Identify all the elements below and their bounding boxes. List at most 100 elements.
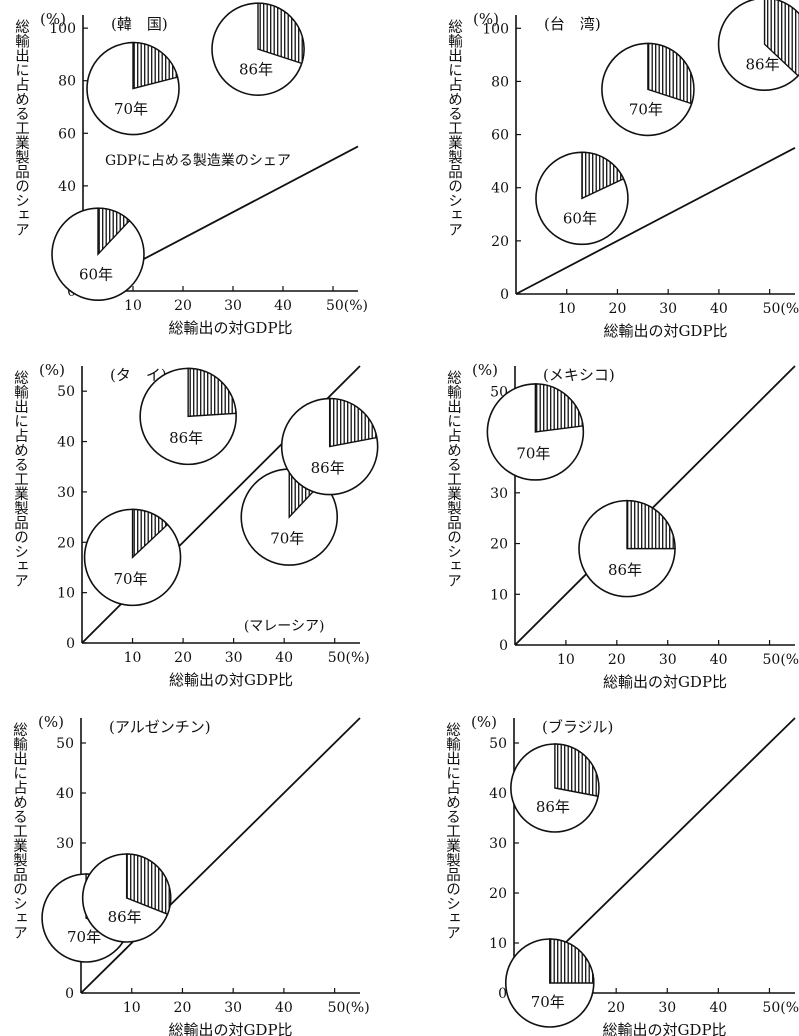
point-label: 70年 [629, 101, 663, 119]
x-tick-label: 40 [709, 1000, 727, 1016]
point-label: 70年 [270, 529, 304, 547]
x-tick-label: 40 [275, 1000, 293, 1016]
point-glyph: 60年 [535, 151, 629, 246]
y-tick-label: 40 [491, 181, 509, 197]
x-axis-label: 総輸出の対GDP比 [603, 322, 727, 340]
y-axis-label: 総輸出に占める工業製品のシェア [445, 370, 461, 588]
x-tick-label: 20 [609, 301, 627, 317]
x-axis-label: 総輸出の対GDP比 [168, 1021, 292, 1036]
annotation: (マレーシア) [244, 619, 325, 635]
chart-panel-3: 0 10 20 30 40 50 10 20 30 40 50(%) 総輸出の対GDP比 総輸出に占める… [12, 361, 379, 689]
mfg-share-wedge [626, 499, 676, 550]
x-unit-tick: 50(%) [763, 652, 799, 668]
x-axis-label: 総輸出の対GDP比 [602, 1021, 726, 1036]
y-tick-label: 40 [489, 786, 507, 802]
point-label: 86年 [536, 798, 570, 816]
point-glyph: 86年 [211, 2, 305, 96]
reference-line [515, 147, 796, 295]
y-tick-label: 30 [56, 836, 74, 852]
point-label: 86年 [108, 908, 142, 926]
point-glyph: 70年 [504, 938, 595, 1028]
y-tick-label: 50 [489, 736, 507, 752]
point-label: 86年 [311, 459, 345, 477]
point-label: 70年 [67, 928, 101, 946]
x-axis-label: 総輸出の対GDP比 [168, 319, 292, 337]
chart-title: (台 湾) [544, 15, 601, 33]
point-glyph: 70年 [86, 41, 180, 136]
x-tick-label: 20 [174, 650, 192, 666]
y-tick-label: 0 [498, 986, 507, 1002]
chart-title: (タ イ) [110, 366, 167, 384]
x-unit-tick: 50(%) [762, 1000, 799, 1016]
point-glyph: 70年 [486, 383, 585, 481]
y-axis-label: 総輸出に占める工業製品のシェア [13, 19, 29, 237]
y-tick-label: 30 [489, 836, 507, 852]
x-tick-label: 30 [224, 1000, 242, 1016]
point-glyph: 60年 [51, 207, 145, 301]
point-glyph: 70年 [83, 508, 182, 607]
y-tick-label: 40 [58, 179, 76, 195]
x-tick-label: 40 [710, 301, 728, 317]
chart-title: (メキシコ) [543, 366, 615, 384]
chart-panel-6: 010203040501020304050(%)総輸出の対GDP比総輸出に占める… [444, 713, 799, 1036]
point-label: 86年 [608, 561, 642, 579]
point-label: 70年 [531, 993, 565, 1011]
point-label: 86年 [746, 56, 780, 74]
x-tick-label: 30 [224, 298, 242, 314]
reference-line [514, 365, 796, 646]
mfg-share-wedge [763, 0, 799, 77]
y-tick-label: 80 [491, 74, 509, 90]
y-unit-label: (%) [473, 10, 499, 28]
y-unit-label: (%) [38, 713, 64, 731]
y-axis-label: 総輸出に占める工業製品のシェア [446, 19, 462, 237]
mfg-share-wedge [257, 2, 305, 65]
point-glyph: 86年 [578, 499, 676, 598]
point-label: 70年 [113, 570, 147, 588]
y-tick-label: 0 [66, 636, 75, 652]
point-label: 86年 [239, 60, 273, 78]
point-glyph: 86年 [81, 853, 172, 943]
y-tick-label: 20 [490, 537, 508, 553]
x-tick-label: 10 [123, 1000, 141, 1016]
x-axis-label: 総輸出の対GDP比 [169, 671, 293, 689]
x-unit-tick: 50(%) [763, 301, 799, 317]
y-tick-label: 100 [482, 21, 509, 37]
x-unit-tick: 50(%) [328, 650, 370, 666]
x-tick-label: 30 [659, 301, 677, 317]
chart-panel-1: 0204060801001020304050(%)総輸出の対GDP比総輸出に占め… [13, 2, 368, 337]
point-glyph: 86年 [139, 367, 237, 466]
y-tick-label: 40 [56, 786, 74, 802]
x-tick-label: 10 [558, 301, 576, 317]
y-tick-label: 40 [57, 435, 75, 451]
chart-title: (アルゼンチン) [109, 718, 211, 736]
mfg-share-wedge [132, 41, 179, 90]
y-tick-label: 20 [491, 234, 509, 250]
x-tick-label: 20 [607, 1000, 625, 1016]
y-tick-label: 50 [56, 736, 74, 752]
y-tick-label: 60 [491, 128, 509, 144]
mfg-share-wedge [581, 151, 625, 200]
y-tick-label: 0 [500, 287, 509, 303]
x-tick-label: 20 [608, 652, 626, 668]
x-axis-label: 総輸出の対GDP比 [603, 673, 727, 691]
y-tick-label: 0 [499, 638, 508, 654]
x-tick-label: 20 [174, 298, 192, 314]
chart-panel-4: 010203040501020304050(%)総輸出の対GDP比総輸出に占める… [445, 361, 799, 691]
point-glyph: 86年 [510, 743, 600, 833]
x-tick-label: 10 [557, 652, 575, 668]
x-tick-label: 30 [658, 1000, 676, 1016]
point-glyph: 86年 [717, 0, 799, 92]
x-tick-label: 40 [275, 650, 293, 666]
x-unit-tick: 50(%) [328, 1000, 370, 1016]
mfg-share-wedge [549, 938, 595, 984]
y-axis-label: 総輸出に占める工業製品のシェア [12, 370, 28, 588]
y-axis-label: 総輸出に占める工業製品のシェア [11, 722, 27, 940]
y-axis-label: 総輸出に占める工業製品のシェア [444, 722, 460, 940]
x-unit-tick: 50(%) [326, 298, 368, 314]
mfg-share-wedge [534, 383, 584, 433]
y-tick-label: 20 [489, 886, 507, 902]
x-tick-label: 30 [659, 652, 677, 668]
chart-panel-2: 0 20 40 60 80 100 10 20 30 40 50(%) 総輸出の対GDP比 総輸出に占め… [446, 0, 799, 340]
y-unit-label: (%) [39, 361, 65, 379]
